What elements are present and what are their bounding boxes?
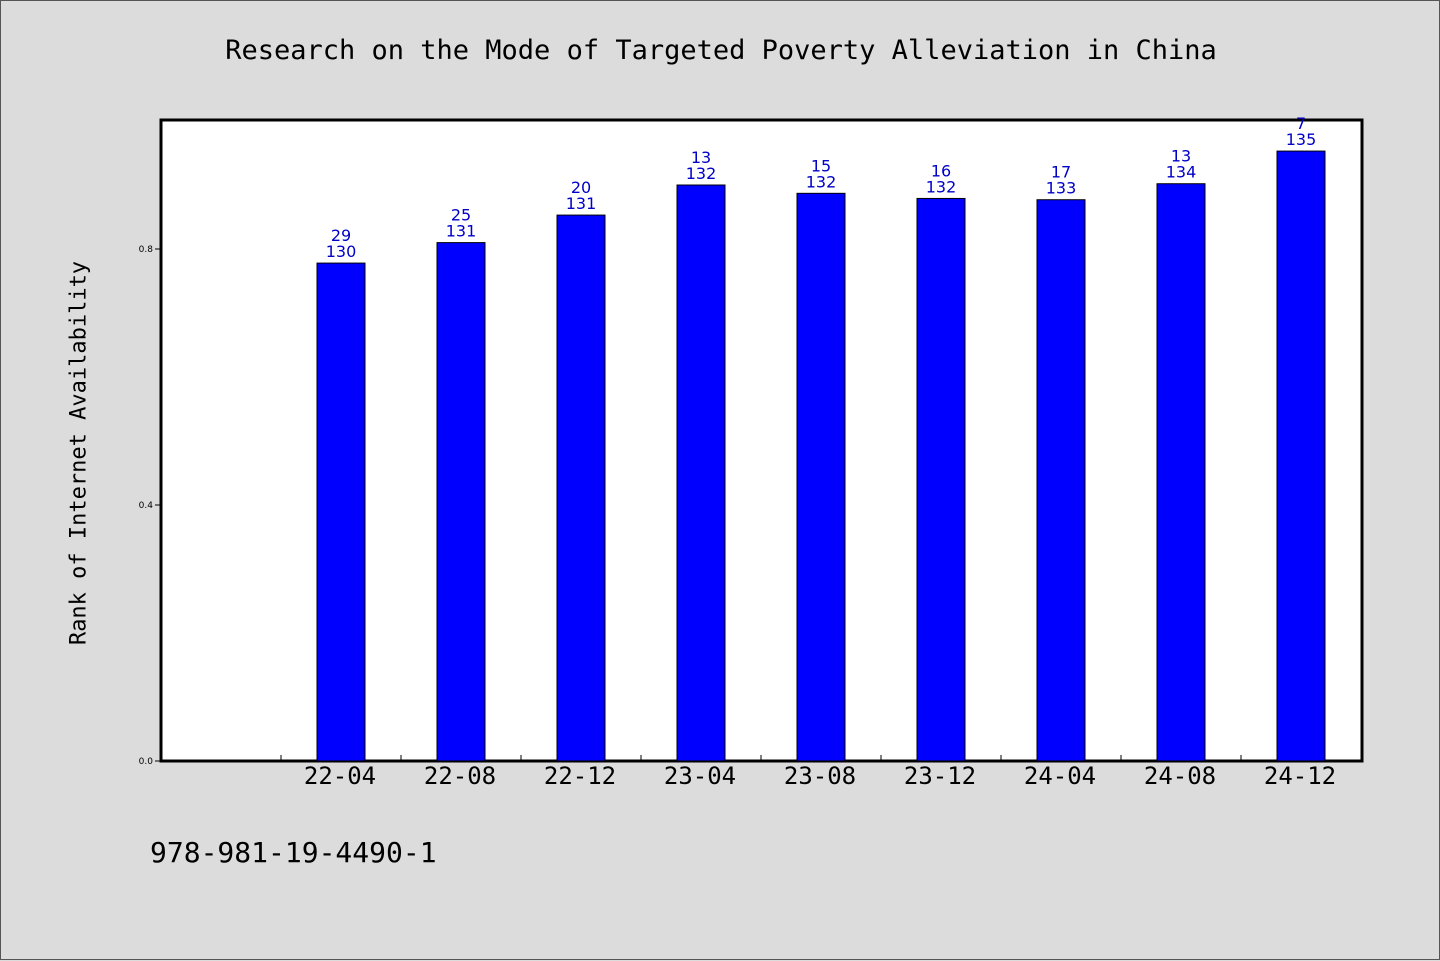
bar xyxy=(1036,199,1086,762)
data-label-bottom: 130 xyxy=(326,242,357,261)
x-tick-label: 22-04 xyxy=(304,762,376,790)
bar xyxy=(556,214,606,762)
bar xyxy=(916,197,966,762)
data-label-bottom: 133 xyxy=(1046,179,1077,198)
data-label-bottom: 134 xyxy=(1166,163,1197,182)
x-tick-label: 23-12 xyxy=(904,762,976,790)
data-label-bottom: 132 xyxy=(686,164,717,183)
bar xyxy=(796,192,846,762)
bars-group xyxy=(316,150,1326,762)
y-tick-label: 0.0 xyxy=(139,757,154,767)
x-tick-label: 22-08 xyxy=(424,762,496,790)
bar xyxy=(1276,150,1326,762)
data-label-top: 15 xyxy=(811,156,831,175)
x-tick-label: 24-12 xyxy=(1264,762,1336,790)
bar xyxy=(436,242,486,762)
data-label-bottom: 131 xyxy=(566,194,597,213)
data-label-bottom: 135 xyxy=(1286,130,1317,149)
x-tick-label: 23-08 xyxy=(784,762,856,790)
data-label-top: 17 xyxy=(1051,163,1071,182)
bar xyxy=(1156,183,1206,762)
data-label-bottom: 132 xyxy=(806,172,837,191)
data-label-top: 16 xyxy=(931,161,951,180)
data-label-top: 13 xyxy=(691,148,711,167)
x-tick-label: 23-04 xyxy=(664,762,736,790)
x-tick-label: 24-08 xyxy=(1144,762,1216,790)
chart-title: Research on the Mode of Targeted Poverty… xyxy=(225,35,1217,66)
data-label-bottom: 132 xyxy=(926,177,957,196)
x-tick-label: 22-12 xyxy=(544,762,616,790)
x-tick-label: 24-04 xyxy=(1024,762,1096,790)
x-axis-tick-labels: 22-04 22-08 22-12 23-04 23-08 23-12 24-04 24-08… xyxy=(304,762,1336,790)
y-axis-ticks: 0.0 0.4 0.8 xyxy=(139,245,161,767)
data-label-top: 13 xyxy=(1171,147,1191,166)
data-label-top: 29 xyxy=(331,226,351,245)
data-label-top: 25 xyxy=(451,206,471,225)
y-tick-label: 0.8 xyxy=(139,245,154,255)
data-label-top: 7 xyxy=(1296,114,1306,133)
data-label-bottom: 131 xyxy=(446,222,477,241)
y-tick-label: 0.4 xyxy=(139,501,154,511)
data-label-top: 20 xyxy=(571,178,591,197)
x-axis-ticks xyxy=(280,755,1242,761)
isbn-footer: 978-981-19-4490-1 xyxy=(150,836,437,869)
bar xyxy=(316,262,366,762)
bar xyxy=(676,184,726,762)
